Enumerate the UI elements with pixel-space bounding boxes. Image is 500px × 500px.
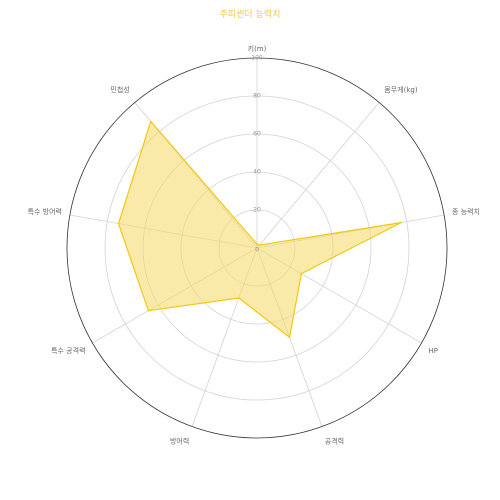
series-area-0 — [117, 120, 402, 338]
axis-label-2: 종 능력치 — [452, 207, 480, 216]
tick-label-80: 80 — [253, 93, 261, 100]
data-point-0-4 — [288, 336, 291, 339]
axis-label-5: 방어력 — [170, 437, 189, 446]
data-point-0-2 — [400, 221, 402, 224]
outer-ring — [66, 57, 448, 439]
axis-label-4: 공격력 — [325, 438, 344, 446]
data-point-0-6 — [147, 309, 150, 312]
axis-label-8: 민첩성 — [110, 85, 129, 94]
axis-label-0: 키(m) — [248, 44, 267, 53]
axis-label-1: 몸무게(kg) — [384, 85, 418, 94]
chart-title: 주피썬더 능력치 — [219, 10, 281, 20]
tick-label-0: 0 — [255, 247, 259, 254]
axis-label-7: 특수 방어력 — [28, 207, 62, 216]
data-point-0-5 — [238, 297, 240, 299]
data-point-0-7 — [117, 222, 120, 225]
grid-spoke-1 — [256, 102, 380, 249]
axis-label-3: HP — [428, 347, 438, 355]
data-point-0-1 — [258, 244, 261, 246]
tick-label-100: 100 — [251, 55, 263, 62]
data-point-0-3 — [300, 272, 303, 275]
axis-label-6: 특수 공격력 — [51, 347, 85, 355]
data-point-0-0 — [256, 243, 258, 245]
tick-label-40: 40 — [253, 169, 261, 176]
data-point-0-8 — [149, 120, 152, 123]
tick-label-20: 20 — [253, 207, 261, 214]
tick-label-60: 60 — [253, 131, 261, 138]
